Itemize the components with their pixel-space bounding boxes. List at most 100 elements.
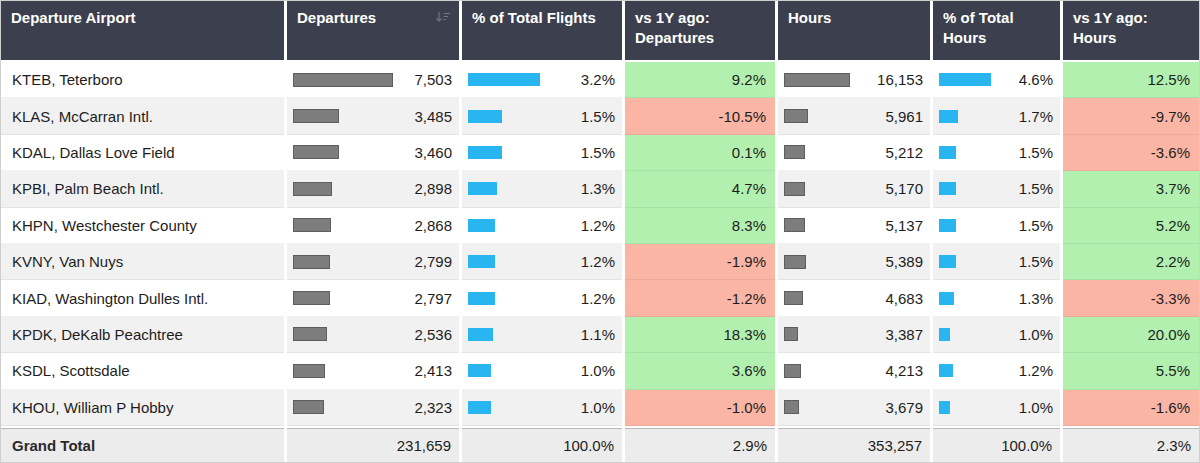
departures-cell-value: 2,536 [414,326,452,343]
airport-cell: KSDL, Scottsdale [1,353,284,389]
table-row: KDAL, Dallas Love Field3,4601.5%0.1%5,21… [1,135,1199,171]
vs1y-departures-cell-value: 8.3% [732,217,766,234]
pct-hours-cell-value: 1.5% [1019,144,1053,161]
hours-cell-value: 16,153 [877,71,923,88]
table-body: KTEB, Teterboro7,5033.2%9.2%16,1534.6%12… [1,62,1199,426]
table-row: KHOU, William P Hobby2,3231.0%-1.0%3,679… [1,390,1199,426]
vs1y-hours-cell-value: -9.7% [1151,108,1190,125]
pct-hours-bar [939,364,953,377]
hours-cell: 5,212 [778,135,930,171]
vs1y-hours-cell: 3.7% [1063,171,1199,207]
grand-total-row: Grand Total 231,659 100.0% 2.9% 353,257 … [1,428,1199,463]
pct-flights-cell: 1.2% [462,280,622,316]
pct-hours-cell-value: 1.5% [1019,253,1053,270]
grand-total-vs1y-hours: 2.3% [1063,428,1199,463]
column-header-label: % of Total Flights [472,9,596,26]
departures-bar [293,364,325,378]
departures-bar [293,182,332,196]
vs1y-hours-cell-value: -1.6% [1151,399,1190,416]
column-header-vs1y-hours[interactable]: vs 1Y ago: Hours [1063,1,1199,60]
pct-hours-cell: 1.5% [933,171,1060,207]
airport-label: KIAD, Washington Dulles Intl. [12,290,208,307]
pct-flights-cell-value: 1.3% [581,180,615,197]
airport-cell: KLAS, McCarran Intl. [1,98,284,134]
column-header-departure-airport[interactable]: Departure Airport [1,1,284,60]
departures-cell: 3,460 [287,135,459,171]
grand-total-pct-flights: 100.0% [462,428,622,463]
table-row: KIAD, Washington Dulles Intl. 2,797 1.2%-1… [1,280,1199,316]
table-row: KPDK, DeKalb Peachtree2,5361.1%18.3%3,38… [1,317,1199,353]
pct-flights-cell-value: 1.0% [581,399,615,416]
hours-bar [784,218,805,232]
airport-cell: KVNY, Van Nuys [1,244,284,280]
table-row: KTEB, Teterboro7,5033.2%9.2%16,1534.6%12… [1,62,1199,98]
departures-cell: 7,503 [287,62,459,98]
vs1y-hours-cell-value: -3.6% [1151,144,1190,161]
pct-hours-cell-value: 1.7% [1019,108,1053,125]
pct-hours-cell: 1.5% [933,135,1060,171]
pct-hours-bar [939,401,950,414]
hours-cell: 4,213 [778,353,930,389]
hours-bar [784,291,803,305]
pct-hours-cell: 1.0% [933,317,1060,353]
vs1y-departures-cell-value: 3.6% [732,362,766,379]
vs1y-departures-cell: -1.2% [625,280,775,316]
departures-bar [293,400,324,414]
departures-bar [293,73,393,87]
airport-cell: KPBI, Palm Beach Intl. [1,171,284,207]
hours-bar [784,73,850,87]
departures-cell: 2,799 [287,244,459,280]
pct-flights-bar [468,110,502,123]
hours-cell: 4,683 [778,280,930,316]
departures-cell-value: 3,460 [414,144,452,161]
pct-hours-bar [939,255,956,268]
grand-total-hours: 353,257 [778,428,930,463]
pct-flights-cell: 1.0% [462,390,622,426]
pct-hours-cell-value: 1.2% [1019,362,1053,379]
pct-flights-bar [468,292,495,305]
vs1y-hours-cell: 12.5% [1063,62,1199,98]
column-header-hours[interactable]: Hours [778,1,930,60]
pct-flights-cell-value: 1.0% [581,362,615,379]
airport-cell: KIAD, Washington Dulles Intl. [1,280,284,316]
vs1y-hours-cell-value: 5.2% [1156,217,1190,234]
pct-flights-bar [468,328,493,341]
pct-flights-cell: 1.2% [462,244,622,280]
pct-hours-bar [939,182,956,195]
column-header-label: Departure Airport [11,9,135,26]
pct-hours-cell: 1.0% [933,390,1060,426]
pct-hours-cell: 1.5% [933,208,1060,244]
grand-total-label: Grand Total [1,428,284,463]
column-header-pct-total-flights[interactable]: % of Total Flights [462,1,622,60]
pct-hours-cell-value: 1.0% [1019,326,1053,343]
sort-descending-icon[interactable] [435,9,451,29]
vs1y-departures-cell-value: -1.0% [727,399,766,416]
vs1y-departures-cell: -1.0% [625,390,775,426]
pct-flights-cell: 1.0% [462,353,622,389]
vs1y-departures-cell: 3.6% [625,353,775,389]
column-header-vs1y-departures[interactable]: vs 1Y ago: Departures [625,1,775,60]
hours-cell: 5,137 [778,208,930,244]
pct-flights-bar [468,219,495,232]
column-header-pct-total-hours[interactable]: % of Total Hours [933,1,1060,60]
departures-cell-value: 2,797 [414,290,452,307]
pct-flights-bar [468,255,495,268]
pct-hours-cell-value: 1.3% [1019,290,1053,307]
departures-cell-value: 2,799 [414,253,452,270]
vs1y-departures-cell: -1.9% [625,244,775,280]
hours-bar [784,109,808,123]
pct-hours-cell-value: 1.5% [1019,217,1053,234]
hours-cell: 5,961 [778,98,930,134]
departures-cell: 2,323 [287,390,459,426]
vs1y-departures-cell-value: 18.3% [723,326,766,343]
airport-label: KVNY, Van Nuys [12,253,123,270]
column-header-departures[interactable]: Departures [287,1,459,60]
vs1y-hours-cell: 5.2% [1063,208,1199,244]
hours-cell-value: 3,387 [885,326,923,343]
pct-flights-cell: 3.2% [462,62,622,98]
column-header-label: Hours [788,9,831,26]
vs1y-departures-cell: 8.3% [625,208,775,244]
pct-hours-bar [939,219,956,232]
table-row: KSDL, Scottsdale2,4131.0%3.6%4,2131.2%5.… [1,353,1199,389]
vs1y-hours-cell: -1.6% [1063,390,1199,426]
